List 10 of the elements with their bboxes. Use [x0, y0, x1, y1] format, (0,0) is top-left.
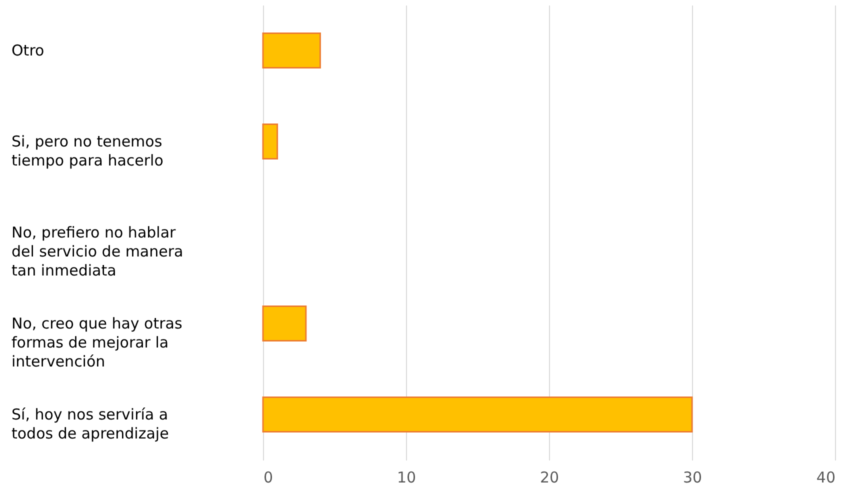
y-tick-label: Otro: [12, 42, 44, 60]
x-tick-label: 20: [540, 468, 560, 486]
x-tick-label: 10: [396, 468, 416, 486]
x-tick-label: 0: [264, 468, 274, 486]
y-tick-label: No, prefiero no hablar del servicio de manera tan inmediata: [12, 224, 184, 280]
x-tick-label: 30: [682, 468, 702, 486]
y-tick-label: Sí, hoy nos serviría a todos de aprendizaje: [12, 406, 169, 442]
y-tick-label: No, creo que hay otras formas de mejorar la intervención: [12, 314, 182, 370]
y-tick-label: Si, pero no tenemos tiempo para hacerlo: [12, 132, 164, 170]
x-tick-label: 40: [816, 468, 836, 486]
